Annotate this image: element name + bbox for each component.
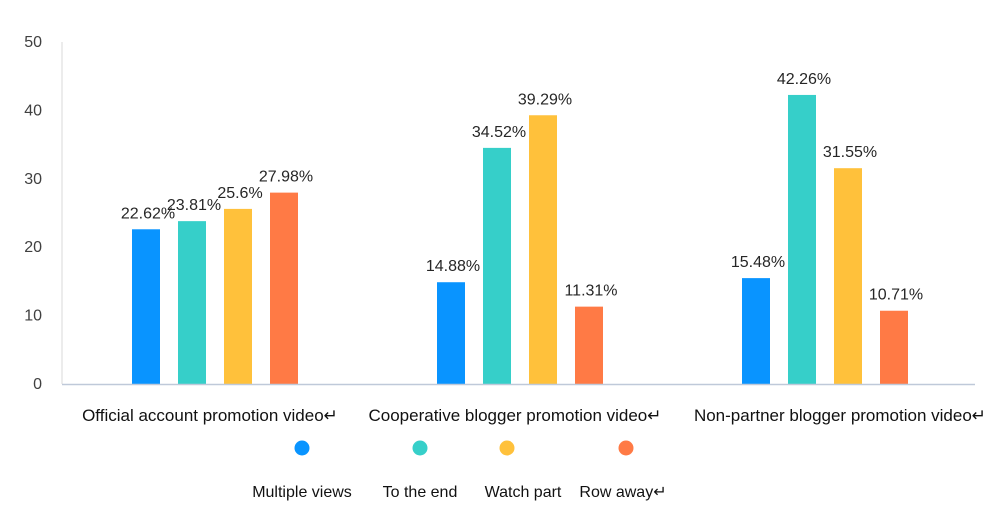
data-labels: 22.62% 14.88% 15.48% 23.81% 34.52% 42.26% 25.6…	[121, 71, 923, 304]
legend-label: Watch part	[485, 484, 562, 501]
data-label: 34.52%	[472, 124, 526, 141]
bars	[132, 94, 908, 385]
data-label: 23.81%	[167, 197, 221, 214]
x-axis: Official account promotion video↵ Coopera…	[62, 383, 986, 425]
y-tick-label: 40	[24, 102, 42, 119]
bar	[178, 221, 206, 384]
y-tick-label: 10	[24, 308, 42, 325]
legend-label: Multiple views	[252, 484, 352, 501]
data-label: 42.26%	[777, 71, 831, 88]
legend-label: To the end	[383, 484, 458, 501]
bar	[529, 115, 557, 384]
bar	[270, 192, 298, 384]
data-label: 11.31%	[564, 283, 617, 300]
bar	[742, 278, 770, 384]
bar	[224, 208, 252, 384]
data-label: 25.6%	[217, 185, 262, 202]
bar	[880, 310, 908, 384]
data-label: 15.48%	[731, 254, 785, 271]
legend-swatch	[294, 440, 310, 456]
data-label: 10.71%	[869, 287, 923, 304]
legend: Multiple views To the end Watch part Row aw…	[252, 440, 667, 501]
bar	[575, 306, 603, 384]
y-tick-label: 20	[24, 239, 42, 256]
legend-swatch	[618, 440, 634, 456]
data-label: 27.98%	[259, 169, 313, 186]
y-axis: 0 10 20 30 40 50	[24, 34, 63, 393]
category-label: Cooperative blogger promotion video↵	[368, 406, 661, 425]
category-label: Non-partner blogger promotion video↵	[694, 406, 986, 425]
y-tick-label: 30	[24, 171, 42, 188]
data-label: 39.29%	[518, 91, 572, 108]
category-label: Official account promotion video↵	[82, 406, 338, 425]
bar	[483, 147, 511, 384]
bar	[437, 282, 465, 384]
y-tick-label: 0	[33, 376, 42, 393]
data-label: 14.88%	[426, 258, 480, 275]
data-label: 22.62%	[121, 205, 175, 222]
legend-swatch	[499, 440, 515, 456]
y-tick-label: 50	[24, 34, 42, 51]
legend-swatch	[412, 440, 428, 456]
legend-label: Row away↵	[579, 484, 666, 501]
bar	[132, 229, 160, 384]
data-label: 31.55%	[823, 144, 877, 161]
bar	[788, 94, 816, 385]
bar	[834, 168, 862, 384]
